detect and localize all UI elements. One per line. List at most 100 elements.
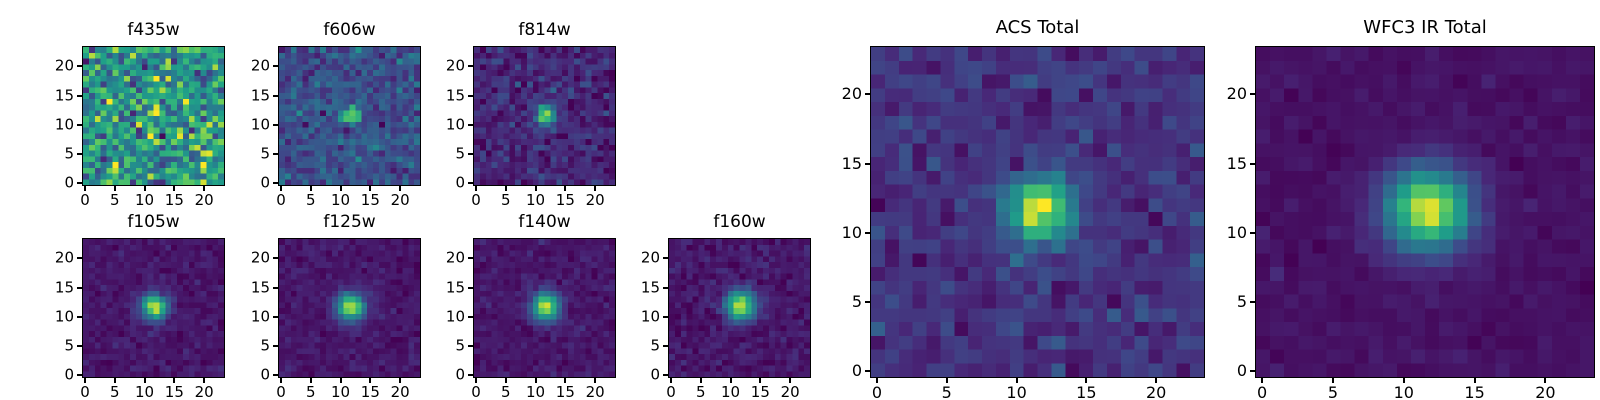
x-tick-label: 15 [555,191,575,209]
x-tick-label: 20 [390,191,410,209]
y-tick-label: 0 [260,173,270,192]
y-tick-label: 5 [851,291,862,311]
x-tick-mark [399,186,402,191]
x-tick-label: 15 [555,383,575,400]
x-tick-mark [1261,378,1264,383]
y-tick-label: 15 [445,278,465,297]
y-tick-label: 0 [851,361,862,381]
x-tick-mark [594,378,597,383]
x-tick-mark [729,378,732,383]
x-tick-label: 10 [1006,383,1027,400]
y-tick-label: 10 [640,307,660,326]
panel-title-f140w: f140w [518,212,571,232]
heatmap-f105w [82,238,225,378]
y-tick-label: 20 [54,56,74,75]
y-tick-label: 5 [455,336,465,355]
x-tick-label: 5 [500,191,511,209]
x-tick-label: 15 [164,383,184,400]
y-tick-label: 0 [455,365,465,384]
x-tick-label: 0 [80,191,90,209]
panel-f814w: f814w 0 5 10 15 20 0 5 10 15 20 [446,22,616,208]
y-tick-label: 10 [250,115,270,134]
x-tick-mark [369,186,372,191]
y-tick-label: 0 [455,173,465,192]
y-tick-label: 0 [64,365,74,384]
panel-f125w: f125w 0 5 10 15 20 0 5 10 15 20 [251,214,421,400]
y-tick-label: 15 [640,278,660,297]
x-tick-label: 10 [526,383,546,400]
y-tick-label: 0 [64,173,74,192]
x-tick-mark [369,378,372,383]
x-tick-mark [1544,378,1547,383]
x-tick-label: 5 [941,383,952,400]
x-tick-mark [1402,378,1405,383]
x-tick-label: 20 [585,383,605,400]
y-tick-label: 10 [445,115,465,134]
x-tick-label: 20 [1145,383,1167,400]
x-tick-label: 10 [331,383,351,400]
x-tick-label: 0 [666,383,676,400]
panel-title-f105w: f105w [127,212,180,232]
panel-title-f606w: f606w [323,20,376,40]
panel-f606w: f606w 0 5 10 15 20 0 5 10 15 20 [251,22,421,208]
y-tick-label: 20 [445,56,465,75]
x-tick-mark [759,378,762,383]
y-tick-label: 15 [1226,153,1247,173]
x-tick-label: 20 [194,383,214,400]
x-tick-mark [474,186,477,191]
x-tick-label: 15 [1076,383,1097,400]
x-tick-label: 0 [471,191,481,209]
x-tick-label: 10 [721,383,741,400]
x-tick-mark [339,186,342,191]
panel-wfc3-ir-total: WFC3 IR Total 0 5 10 15 20 0 5 10 15 20 [1227,19,1595,400]
x-tick-mark [1155,378,1158,383]
x-tick-mark [1085,378,1088,383]
y-tick-label: 20 [1226,84,1247,104]
heatmap-f435w [82,46,225,186]
x-tick-mark [1331,378,1334,383]
y-tick-label: 5 [64,144,74,163]
y-tick-label: 5 [260,336,270,355]
x-tick-mark [309,378,312,383]
x-tick-label: 0 [276,191,286,209]
x-tick-mark [564,186,567,191]
x-tick-label: 0 [276,383,286,400]
x-tick-label: 5 [305,383,316,400]
x-tick-label: 20 [780,383,800,400]
y-tick-label: 10 [250,307,270,326]
y-tick-label: 10 [841,222,862,242]
x-tick-mark [83,378,86,383]
heatmap-f606w [278,46,421,186]
heatmap-f140w [473,238,616,378]
x-tick-mark [399,378,402,383]
x-tick-mark [173,186,176,191]
x-tick-mark [945,378,948,383]
x-tick-label: 15 [164,191,184,209]
heatmap-f125w [278,238,421,378]
y-tick-label: 0 [1236,361,1247,381]
panel-f140w: f140w 0 5 10 15 20 0 5 10 15 20 [446,214,616,400]
y-tick-label: 15 [841,153,862,173]
x-tick-label: 5 [500,383,511,400]
x-tick-label: 20 [1535,383,1556,400]
x-tick-label: 15 [750,383,770,400]
x-tick-mark [143,186,146,191]
panel-f435w: f435w 0 5 10 15 20 0 5 10 15 20 [55,22,225,208]
y-tick-label: 15 [250,278,270,297]
panel-title-f435w: f435w [127,20,180,40]
x-tick-mark [504,378,507,383]
x-tick-label: 0 [1256,383,1268,400]
x-tick-mark [1473,378,1476,383]
y-tick-label: 5 [260,144,270,163]
heatmap-f814w [473,46,616,186]
panel-f160w: f160w 0 5 10 15 20 0 5 10 15 20 [641,214,811,400]
y-tick-label: 5 [650,336,660,355]
x-tick-label: 20 [194,191,214,209]
x-tick-label: 0 [80,383,90,400]
x-tick-label: 15 [360,383,380,400]
x-tick-mark [83,186,86,191]
panel-title-f125w: f125w [323,212,376,232]
panel-title-f814w: f814w [518,20,571,40]
x-tick-mark [789,378,792,383]
x-tick-mark [143,378,146,383]
